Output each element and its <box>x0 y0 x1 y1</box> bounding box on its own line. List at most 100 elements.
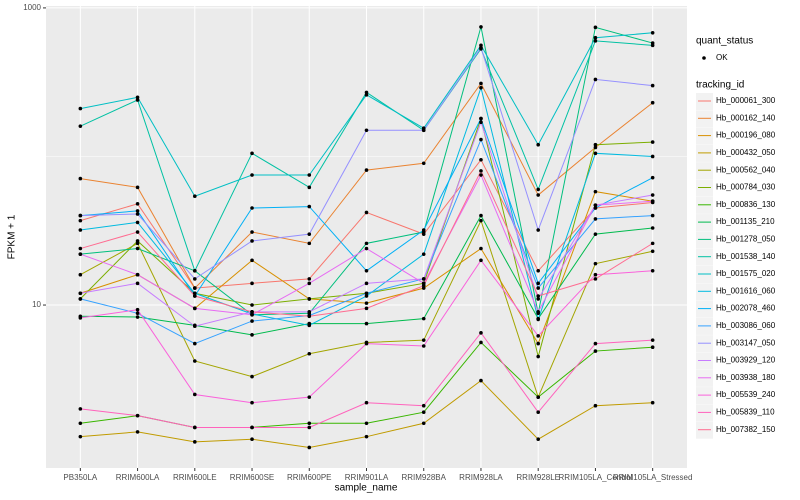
x-tick-label: RRIM901LA <box>345 473 389 482</box>
legend-label: Hb_000836_130 <box>716 200 776 209</box>
data-point <box>78 246 83 251</box>
data-point <box>250 151 254 156</box>
data-point <box>250 312 254 317</box>
legend-label: Hb_000432_050 <box>716 148 776 157</box>
legend-label: Hb_001278_050 <box>716 235 776 244</box>
data-point <box>250 437 254 442</box>
data-point <box>593 341 598 346</box>
data-point <box>193 291 197 296</box>
data-point <box>593 77 598 82</box>
x-tick-label: RRIM600SE <box>230 473 274 482</box>
data-point <box>593 349 598 353</box>
data-point <box>479 45 483 50</box>
data-point <box>135 315 140 319</box>
x-tick-label: RRIM928LA <box>459 473 503 482</box>
data-point <box>536 334 540 338</box>
data-point <box>78 106 83 111</box>
data-point <box>593 189 598 194</box>
y-tick-label: 10 <box>32 300 41 309</box>
data-point <box>421 421 426 426</box>
data-point <box>650 30 655 35</box>
legend-label: Hb_007382_150 <box>716 425 776 434</box>
data-point <box>364 294 369 298</box>
data-point <box>250 239 254 243</box>
data-point <box>135 95 140 100</box>
legend-label: Hb_003147_050 <box>716 338 776 347</box>
data-point <box>364 93 369 97</box>
data-point <box>593 142 598 147</box>
data-point <box>421 161 426 166</box>
data-point <box>78 291 83 296</box>
data-point <box>650 175 655 180</box>
legend-label: Hb_001575_020 <box>716 269 776 278</box>
data-point <box>650 193 655 197</box>
data-point <box>650 249 655 254</box>
legend-label: Hb_001538_140 <box>716 252 776 261</box>
data-point <box>193 359 197 363</box>
data-point <box>650 140 655 144</box>
data-point <box>593 39 598 43</box>
data-point <box>536 354 540 359</box>
legend-label: Hb_001135_210 <box>716 217 775 226</box>
data-point <box>479 169 483 173</box>
data-point <box>364 210 369 215</box>
data-point <box>364 421 369 426</box>
data-point <box>536 269 540 273</box>
data-point <box>364 306 369 311</box>
data-point <box>479 258 483 263</box>
data-point <box>593 261 598 266</box>
data-point <box>250 258 254 263</box>
data-point <box>307 204 312 209</box>
data-point <box>421 316 426 321</box>
data-point <box>536 193 540 197</box>
data-point <box>421 228 426 232</box>
data-point <box>536 395 540 399</box>
data-point <box>593 203 598 207</box>
legend-label: Hb_000162_140 <box>716 113 776 122</box>
data-point <box>135 246 140 251</box>
data-point <box>479 378 483 383</box>
data-point <box>421 344 426 348</box>
legend-label: Hb_000061_300 <box>716 96 776 105</box>
data-point <box>364 281 369 286</box>
data-point <box>479 246 483 251</box>
x-tick-label: RRIM600LA <box>116 473 160 482</box>
data-point <box>135 212 140 216</box>
data-point <box>421 128 426 133</box>
data-point <box>250 310 254 314</box>
data-point <box>78 297 83 301</box>
data-point <box>593 232 598 236</box>
data-point <box>364 168 369 172</box>
legend-point <box>702 56 706 60</box>
data-point <box>193 440 197 444</box>
legend-label: Hb_005839_110 <box>716 408 775 417</box>
data-point <box>78 421 83 426</box>
data-point <box>135 220 140 225</box>
data-point <box>421 252 426 256</box>
data-point <box>536 286 540 290</box>
data-point <box>250 400 254 405</box>
legend-label: Hb_003938_180 <box>716 373 776 382</box>
data-point <box>193 392 197 397</box>
data-point <box>307 310 312 314</box>
data-point <box>193 269 197 273</box>
data-point <box>479 85 483 90</box>
data-point <box>479 120 483 125</box>
data-point <box>307 445 312 450</box>
data-point <box>135 209 140 213</box>
data-point <box>650 154 655 159</box>
data-point <box>307 241 312 246</box>
data-point <box>364 301 369 305</box>
data-point <box>135 307 140 312</box>
data-point <box>593 403 598 408</box>
data-point <box>536 228 540 232</box>
data-point <box>421 283 426 288</box>
x-tick-label: RRIM928LE <box>516 473 560 482</box>
data-point <box>250 173 254 177</box>
data-point <box>650 83 655 88</box>
data-point <box>250 425 254 430</box>
data-point <box>250 303 254 307</box>
data-point <box>135 202 140 206</box>
data-point <box>650 43 655 48</box>
